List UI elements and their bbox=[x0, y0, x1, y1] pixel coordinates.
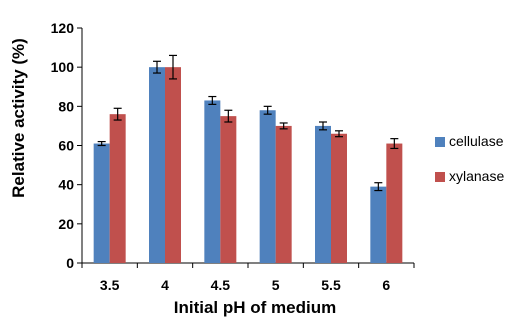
y-tick-label: 120 bbox=[51, 20, 75, 36]
x-tick-label: 5 bbox=[272, 277, 280, 293]
x-tick-label: 6 bbox=[382, 277, 390, 293]
bar-cellulase bbox=[315, 125, 331, 264]
y-tick-label: 80 bbox=[58, 98, 74, 114]
x-axis-title: Initial pH of medium bbox=[174, 298, 336, 317]
x-tick-label: 5.5 bbox=[321, 277, 341, 293]
legend-swatch-cellulase bbox=[435, 137, 445, 147]
y-tick-label: 40 bbox=[58, 177, 74, 193]
y-tick-label: 100 bbox=[51, 59, 75, 75]
x-tick-label: 3.5 bbox=[100, 277, 120, 293]
x-tick-label: 4.5 bbox=[211, 277, 231, 293]
y-tick-label: 20 bbox=[58, 216, 74, 232]
y-tick-label: 0 bbox=[66, 255, 74, 271]
y-axis-title: Relative activity (%) bbox=[9, 38, 28, 198]
legend-label-xylanase: xylanase bbox=[449, 168, 504, 184]
x-tick-label: 4 bbox=[161, 277, 169, 293]
y-tick-label: 60 bbox=[58, 138, 74, 154]
legend-swatch-xylanase bbox=[435, 172, 445, 182]
legend: cellulase xylanase bbox=[435, 133, 504, 184]
bar-xylanase bbox=[165, 67, 181, 264]
legend-label-cellulase: cellulase bbox=[449, 133, 504, 149]
bar-xylanase bbox=[220, 116, 237, 263]
bar-cellulase bbox=[259, 110, 276, 263]
bar-cellulase bbox=[370, 186, 387, 263]
bar-xylanase bbox=[109, 114, 126, 264]
bar-xylanase bbox=[275, 125, 292, 264]
bar-cellulase bbox=[204, 100, 221, 263]
plot-area: 0 20 40 60 80 100 120 3.5 4 4.5 5 5.5 6 bbox=[51, 20, 415, 293]
bar-cellulase bbox=[149, 67, 165, 264]
bar-xylanase bbox=[331, 133, 347, 263]
bar-xylanase bbox=[386, 143, 403, 263]
bar-cellulase bbox=[93, 143, 110, 263]
